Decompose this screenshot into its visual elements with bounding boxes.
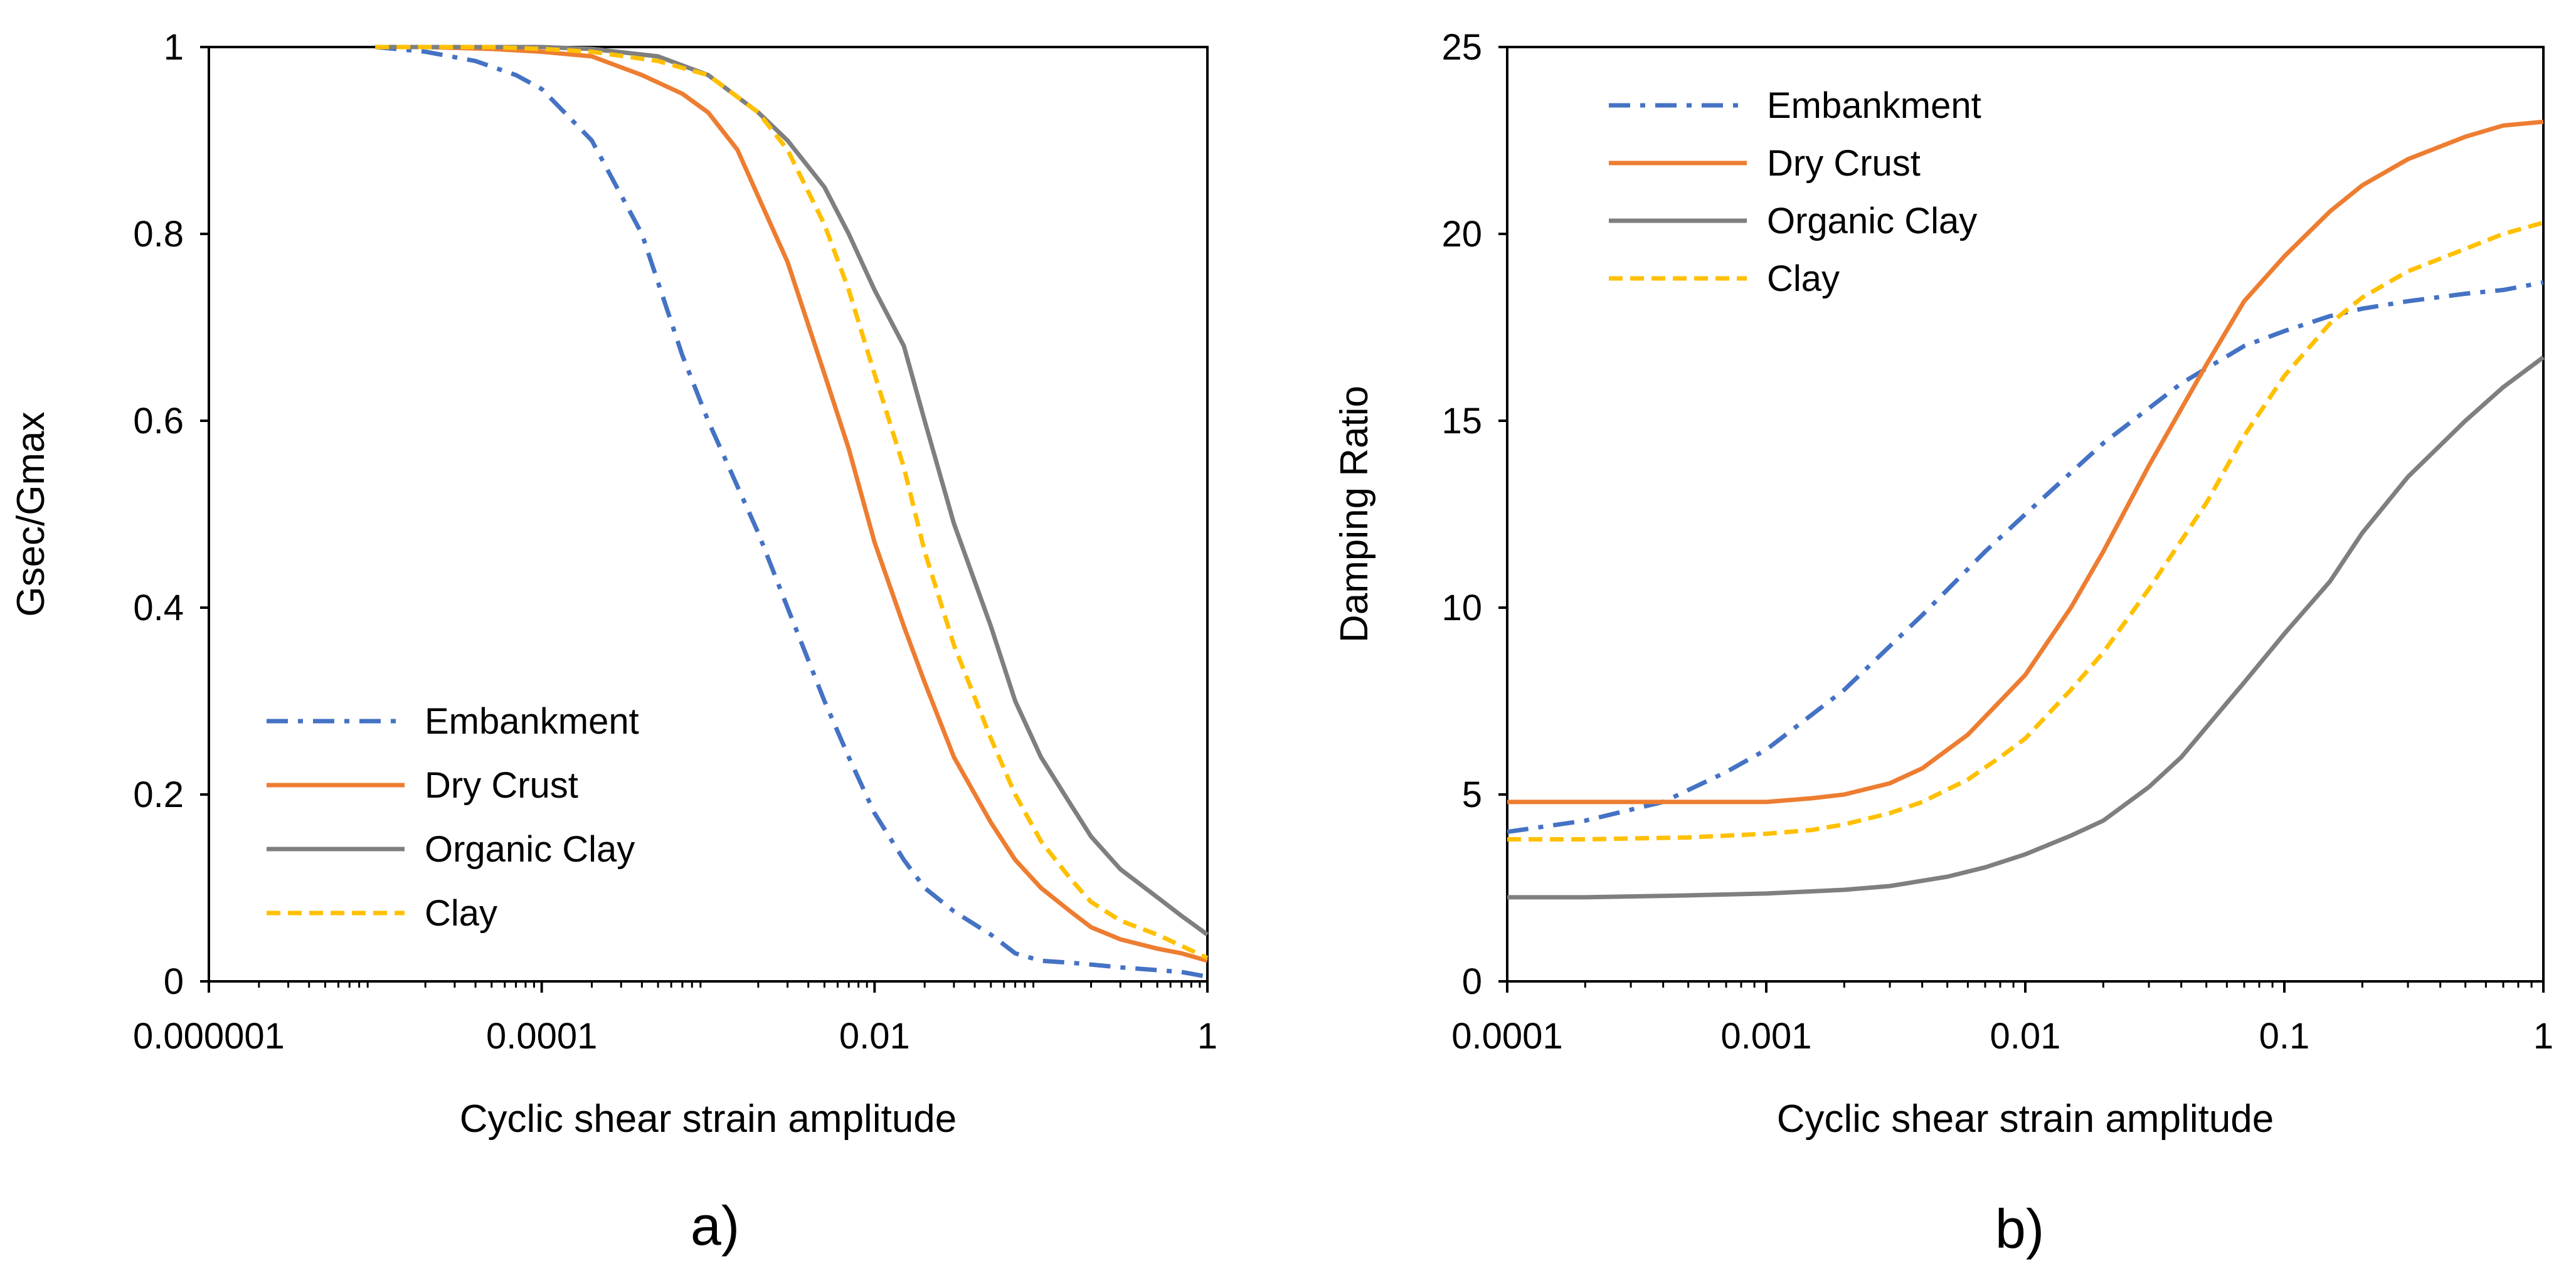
chart-a-series-dry-crust (375, 45, 1208, 963)
chart-b-legend: Embankment Dry Crust Organic Clay Clay (1609, 85, 1981, 299)
chart-b-x-axis-title: Cyclic shear strain amplitude (1777, 1097, 2274, 1141)
chart-a-y-tick-label: 0 (164, 961, 184, 1002)
chart-a-y-tick-label: 0.4 (133, 588, 184, 628)
chart-b-x-tick-label: 0.01 (1990, 1016, 2061, 1057)
chart-b-y-tick-label: 20 (1441, 214, 1482, 255)
chart-a-legend-label: Clay (425, 893, 497, 934)
chart-b-legend-label: Embankment (1767, 85, 1981, 126)
chart-b-series-embankment (1507, 280, 2544, 835)
chart-b-y-tick-label: 10 (1441, 588, 1482, 628)
chart-a-gsec-gmax: 0 0.2 0.4 0.6 0.8 1 0.000001 0.0001 0.01 1 Cyclic … (9, 27, 1217, 1257)
chart-a-y-tick-label: 0.8 (133, 214, 184, 255)
chart-b-plot-frame (1506, 46, 2545, 983)
chart-b-legend-label: Clay (1767, 258, 1840, 299)
chart-b-y-tick-label: 0 (1462, 961, 1482, 1002)
chart-a-y-axis-title: Gsec/Gmax (9, 411, 53, 616)
chart-a-legend: Embankment Dry Crust Organic Clay Clay (267, 701, 639, 934)
chart-b-y-tick-label: 25 (1441, 27, 1482, 68)
chart-a-x-axis-title: Cyclic shear strain amplitude (460, 1097, 957, 1141)
chart-b-x-tick-label: 1 (2533, 1016, 2553, 1057)
chart-a-series-clay (375, 45, 1209, 960)
chart-b-series-organic-clay (1507, 355, 2545, 900)
chart-a-legend-label: Dry Crust (425, 765, 578, 806)
chart-a-plot-frame (208, 46, 1209, 983)
chart-b-x-tick-label: 0.001 (1720, 1016, 1811, 1057)
chart-a-y-tick-label: 0.6 (133, 401, 184, 441)
chart-b-series-dry-crust (1507, 119, 2544, 805)
chart-b-panel-label: b) (1995, 1198, 2044, 1260)
chart-a-x-tick-label: 0.01 (839, 1016, 910, 1057)
chart-b-x-tick-label: 0.1 (2259, 1016, 2310, 1057)
chart-b-damping-ratio: 0 5 10 15 20 25 0.0001 0.001 0.01 0.1 1 Cyclic shea… (1333, 27, 2553, 1260)
chart-a-x-tick-label: 1 (1197, 1016, 1217, 1057)
chart-a-y-tick-label: 0.2 (133, 774, 184, 815)
chart-b-x-tick-label: 0.0001 (1451, 1016, 1562, 1057)
chart-a-series-embankment (374, 45, 1208, 979)
chart-a-series-organic-clay (375, 45, 1209, 937)
chart-b-series-clay (1507, 220, 2544, 842)
chart-b-legend-label: Organic Clay (1767, 201, 1977, 241)
chart-b-y-tick-label: 5 (1462, 774, 1482, 815)
chart-b-legend-label: Dry Crust (1767, 143, 1921, 184)
chart-a-x-tick-label: 0.0001 (486, 1016, 597, 1057)
chart-a-y-tick-label: 1 (164, 27, 184, 68)
chart-b-y-tick-label: 15 (1441, 401, 1482, 441)
chart-a-panel-label: a) (691, 1195, 739, 1257)
chart-b-y-axis-title: Damping Ratio (1333, 386, 1376, 643)
chart-a-legend-label: Embankment (425, 701, 639, 742)
chart-a-legend-label: Organic Clay (425, 829, 635, 870)
chart-a-x-tick-label: 0.000001 (133, 1016, 285, 1057)
